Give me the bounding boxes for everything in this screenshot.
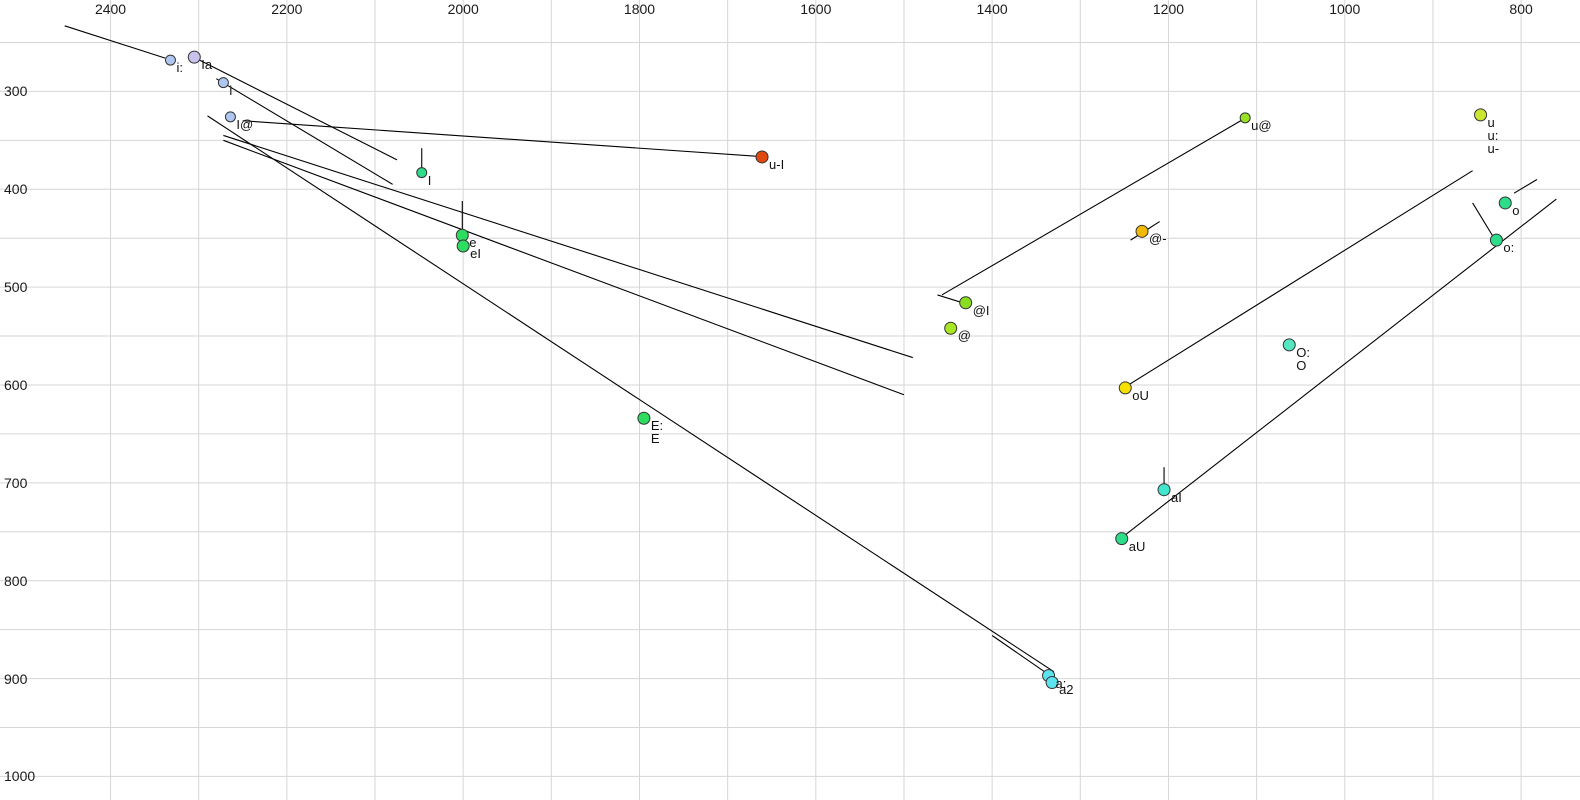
data-point[interactable] [1118,381,1132,395]
trajectory-line [199,59,398,161]
data-point[interactable] [1489,233,1503,247]
data-point[interactable] [164,54,176,66]
point-label: aI [1171,489,1182,505]
trajectory-line [1472,202,1494,237]
trajectory-line [207,115,1055,673]
y-axis-tick-label: 400 [4,181,28,198]
data-point[interactable] [1045,675,1059,689]
point-label: u u: u- [1487,114,1500,156]
point-label: Ia [201,57,213,73]
x-axis-tick-label: 800 [1509,1,1533,17]
trajectory-line [216,78,393,185]
point-label: e [469,235,477,251]
data-point[interactable] [1474,108,1488,122]
trajectory-line [242,120,767,158]
point-label: I [427,172,432,188]
point-label: O: O [1296,344,1310,373]
point-label: o [1512,202,1520,218]
point-label: I@ [236,116,254,132]
point-label: o: [1503,240,1515,256]
y-axis-tick-label: 500 [4,279,28,296]
data-point[interactable] [217,77,229,89]
point-label: i: [176,60,183,76]
trajectory-line [1121,198,1557,539]
y-axis-tick-label: 800 [4,572,28,589]
y-axis-tick-label: 700 [4,474,28,491]
trajectory-line [223,139,905,396]
x-axis-tick-label: 1600 [800,1,832,17]
data-point[interactable] [1135,224,1149,238]
data-point[interactable] [755,150,769,164]
point-label: @I [972,302,990,318]
data-point[interactable] [1157,483,1171,497]
data-point[interactable] [944,321,958,335]
x-axis-tick-label: 1400 [976,1,1008,17]
x-axis-tick-label: 1800 [623,1,656,17]
point-label: a: [1055,675,1067,691]
data-point[interactable] [187,50,201,64]
y-axis-tick-label: 600 [4,376,28,393]
point-label: @ [957,328,971,344]
trajectory-line [1513,178,1538,194]
point-label: u@ [1251,117,1272,133]
x-axis-tick-label: 2200 [271,1,303,17]
point-label: i [229,82,233,98]
point-label: aU [1128,538,1146,554]
trajectory-line [1124,170,1473,388]
point-label: u-I [769,156,785,172]
data-point[interactable] [1498,196,1512,210]
data-point[interactable] [416,167,428,179]
data-point[interactable] [1239,112,1251,124]
data-point[interactable] [456,239,470,253]
data-point[interactable] [224,111,236,123]
y-axis-tick-label: 900 [4,670,28,687]
point-label: E: E [650,418,664,447]
y-axis-tick-label: 1000 [4,768,36,785]
point-label: @- [1149,231,1167,247]
data-point[interactable] [455,228,469,242]
point-label: eI [470,246,482,262]
trajectory-line [941,120,1242,296]
data-point[interactable] [1282,338,1296,352]
x-axis-tick-label: 1200 [1152,1,1185,17]
trajectory-line [937,294,960,303]
trajectory-line [991,635,1047,674]
x-axis-tick-label: 2000 [447,1,479,17]
y-axis-tick-label: 300 [4,83,28,100]
data-point[interactable] [1115,532,1129,546]
trajectory-line [64,25,166,59]
data-point[interactable] [959,296,973,310]
x-axis-tick-label: 1000 [1329,1,1361,17]
trajectory-line [223,134,913,359]
data-point[interactable] [637,411,651,425]
x-axis-tick-label: 2400 [94,1,127,17]
point-label: oU [1132,387,1149,403]
point-label: a2 [1059,682,1074,698]
